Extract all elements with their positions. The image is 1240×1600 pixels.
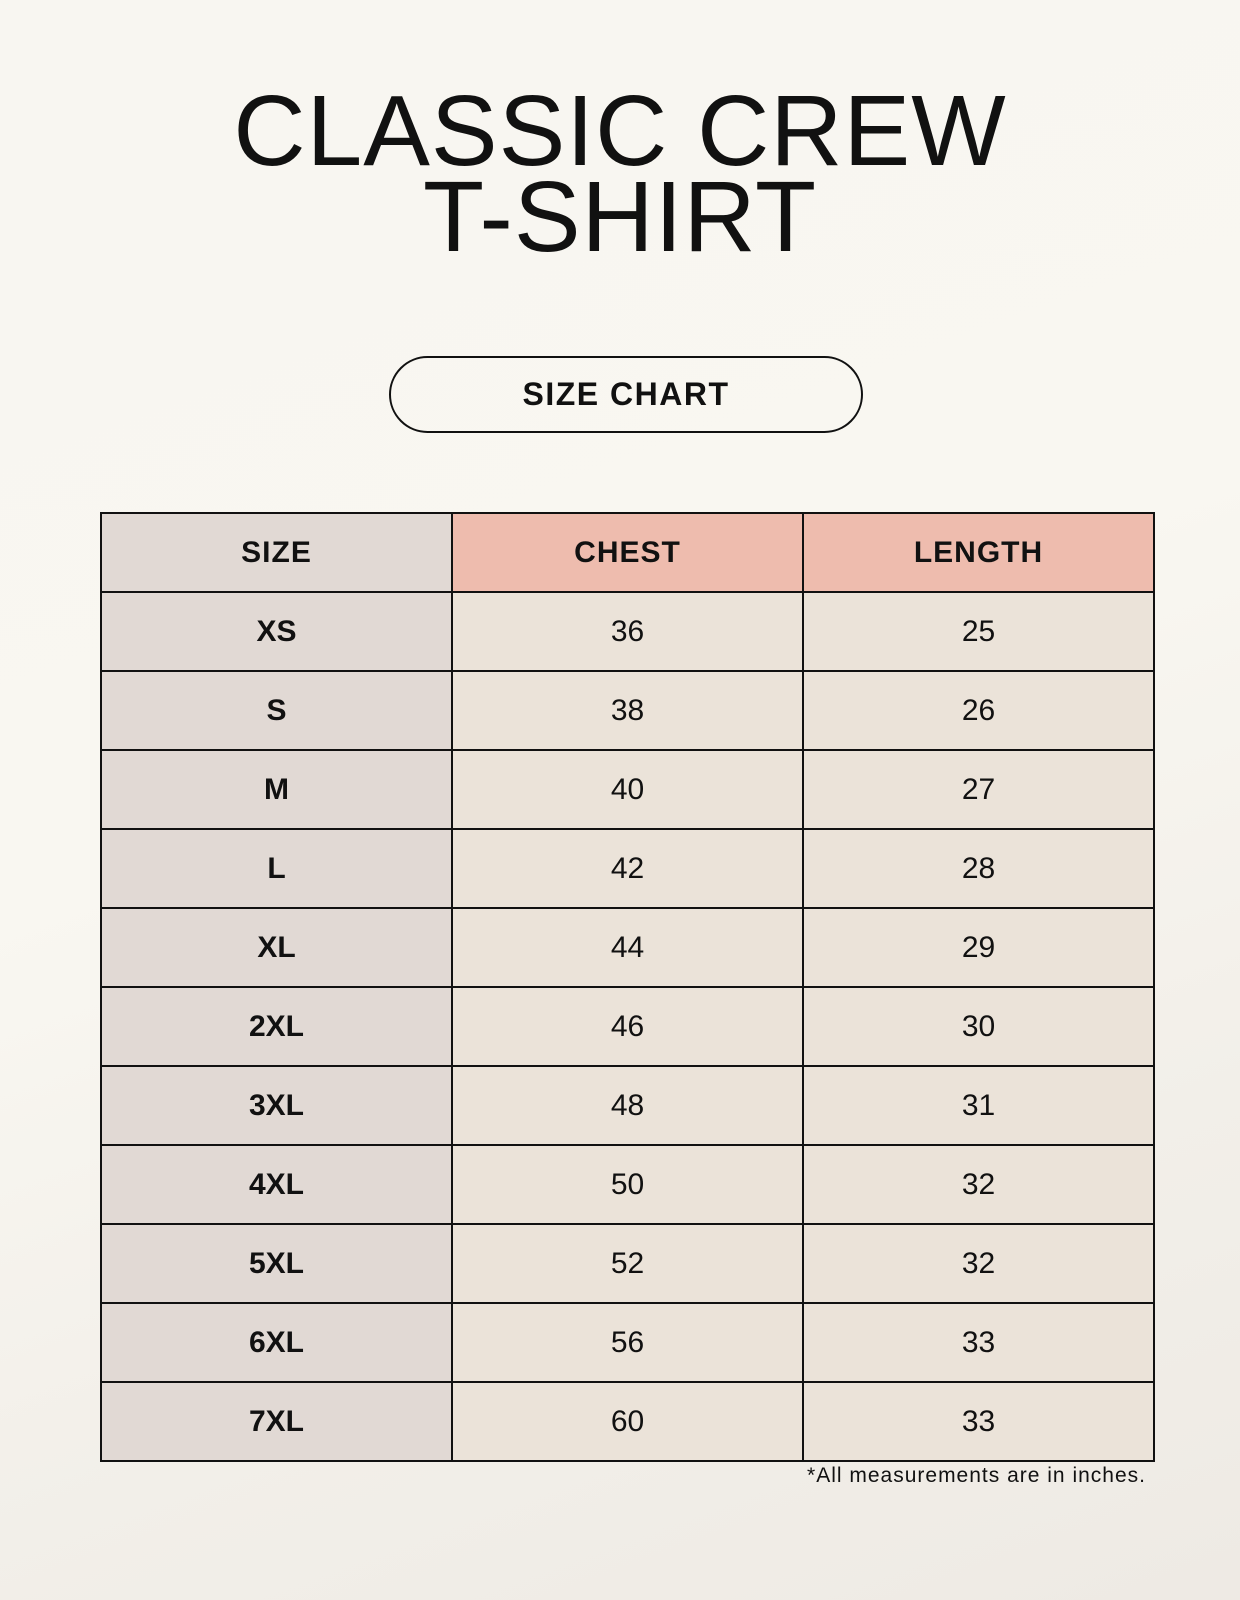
cell-size: 6XL xyxy=(100,1302,453,1383)
cell-length: 30 xyxy=(802,986,1155,1067)
cell-chest: 44 xyxy=(451,907,804,988)
table-header-row: SIZE CHEST LENGTH xyxy=(100,512,1155,593)
cell-size: XS xyxy=(100,591,453,672)
cell-size: M xyxy=(100,749,453,830)
table-row: 2XL 46 30 xyxy=(100,986,1155,1067)
size-table: SIZE CHEST LENGTH XS 36 25 S 38 26 M 40 27 L 42 28 X… xyxy=(100,512,1155,1462)
cell-chest: 38 xyxy=(451,670,804,751)
cell-length: 27 xyxy=(802,749,1155,830)
cell-chest: 60 xyxy=(451,1381,804,1462)
cell-chest: 42 xyxy=(451,828,804,909)
table-row: 6XL 56 33 xyxy=(100,1302,1155,1383)
table-row: 5XL 52 32 xyxy=(100,1223,1155,1304)
cell-chest: 46 xyxy=(451,986,804,1067)
cell-chest: 52 xyxy=(451,1223,804,1304)
table-row: XS 36 25 xyxy=(100,591,1155,672)
cell-length: 32 xyxy=(802,1223,1155,1304)
table-row: XL 44 29 xyxy=(100,907,1155,988)
cell-length: 26 xyxy=(802,670,1155,751)
size-chart-badge: SIZE CHART xyxy=(389,356,863,433)
cell-length: 32 xyxy=(802,1144,1155,1225)
cell-chest: 40 xyxy=(451,749,804,830)
cell-chest: 56 xyxy=(451,1302,804,1383)
cell-chest: 50 xyxy=(451,1144,804,1225)
table-row: L 42 28 xyxy=(100,828,1155,909)
cell-size: 3XL xyxy=(100,1065,453,1146)
cell-size: 2XL xyxy=(100,986,453,1067)
table-row: 3XL 48 31 xyxy=(100,1065,1155,1146)
cell-length: 25 xyxy=(802,591,1155,672)
cell-size: S xyxy=(100,670,453,751)
footnote: *All measurements are in inches. xyxy=(807,1464,1146,1487)
table-row: S 38 26 xyxy=(100,670,1155,751)
table-row: 7XL 60 33 xyxy=(100,1381,1155,1462)
cell-size: 5XL xyxy=(100,1223,453,1304)
cell-size: XL xyxy=(100,907,453,988)
cell-length: 28 xyxy=(802,828,1155,909)
header-length: LENGTH xyxy=(802,512,1155,593)
page-title: CLASSIC CREW T-SHIRT xyxy=(0,75,1240,273)
cell-length: 29 xyxy=(802,907,1155,988)
header-chest: CHEST xyxy=(451,512,804,593)
title-line-2: T-SHIRT xyxy=(422,161,818,273)
cell-length: 33 xyxy=(802,1381,1155,1462)
cell-chest: 48 xyxy=(451,1065,804,1146)
cell-size: 7XL xyxy=(100,1381,453,1462)
cell-length: 33 xyxy=(802,1302,1155,1383)
cell-size: 4XL xyxy=(100,1144,453,1225)
cell-size: L xyxy=(100,828,453,909)
table-row: M 40 27 xyxy=(100,749,1155,830)
cell-chest: 36 xyxy=(451,591,804,672)
title-line-1: CLASSIC CREW xyxy=(233,75,1007,187)
cell-length: 31 xyxy=(802,1065,1155,1146)
header-size: SIZE xyxy=(100,512,453,593)
table-row: 4XL 50 32 xyxy=(100,1144,1155,1225)
